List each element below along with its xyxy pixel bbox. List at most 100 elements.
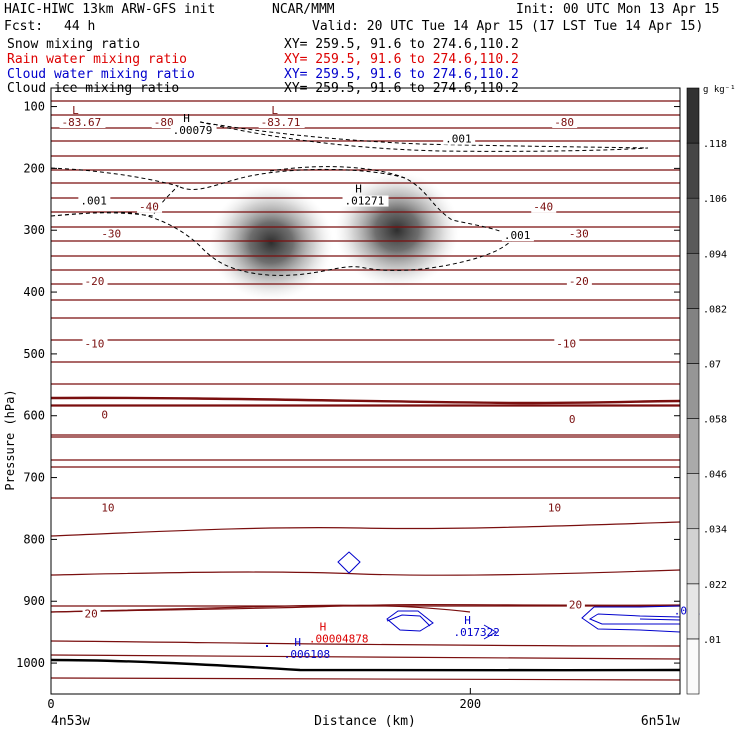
cloud-water-contour	[386, 610, 434, 632]
y-tick-label: 500	[23, 347, 45, 361]
label-mask	[566, 228, 592, 240]
plot-frame	[50, 87, 681, 695]
terrain-surface-line	[50, 658, 681, 672]
colorbar-label: .058	[703, 415, 727, 426]
colorbar-unit: g kg⁻¹	[703, 85, 736, 95]
label-mask	[501, 230, 534, 242]
contour-label: .00079	[173, 124, 213, 137]
cloud-water-contours	[386, 605, 680, 640]
contour-label: -80	[554, 116, 574, 129]
isotherm-line	[51, 640, 680, 647]
field-xy-snow: XY= 259.5, 91.6 to 274.6,110.2	[284, 37, 519, 52]
contour-label: .001	[80, 195, 107, 208]
isotherm-line	[51, 677, 680, 681]
y-tick-label: 400	[23, 285, 45, 299]
ice-contour	[199, 121, 649, 152]
label-mask	[59, 117, 106, 129]
x-tick-label: 200	[459, 697, 481, 711]
contour-label: -20	[85, 275, 105, 288]
contour-label: -83.71	[261, 116, 301, 129]
label-mask	[137, 201, 163, 213]
contour-label: -30	[569, 227, 589, 240]
contour-label: -20	[569, 275, 589, 288]
contour-label: .006108	[284, 648, 330, 661]
colorbar-label: .106	[703, 194, 727, 205]
contour-label: -40	[139, 201, 159, 214]
y-tick-label: 600	[23, 409, 45, 423]
y-tick-label: 800	[23, 532, 45, 546]
extremum-marker: H	[355, 183, 362, 196]
isotherm-line	[51, 521, 680, 537]
colorbar-label: .118	[703, 139, 727, 150]
contour-label: -40	[533, 201, 553, 214]
label-mask	[258, 117, 305, 129]
label-mask	[82, 608, 101, 620]
field-xy-rain: XY= 259.5, 91.6 to 274.6,110.2	[284, 52, 519, 67]
colorbar-label: .022	[703, 580, 727, 591]
org-label: NCAR/MMM	[272, 2, 335, 17]
contour-label: .00004878	[309, 632, 369, 645]
isotherm-line	[51, 604, 471, 613]
zero-isotherm	[50, 396, 681, 405]
y-tick-label: 900	[23, 594, 45, 608]
cloud-water-contour	[639, 618, 680, 621]
field-name-cloud-water: Cloud water mixing ratio	[7, 67, 195, 82]
colorbar-swatch	[686, 252, 700, 309]
contour-label: .001	[504, 229, 531, 242]
init-time: Init: 00 UTC Mon 13 Apr 15	[516, 2, 720, 17]
contour-label: 10	[548, 501, 561, 514]
endpoint-right: 6n51w	[641, 714, 680, 729]
label-mask	[170, 125, 217, 137]
x-tick-label: 0	[47, 697, 54, 711]
extremum-marker: L	[271, 104, 278, 117]
ice-contour	[269, 166, 406, 179]
forecast-label: Fcst:	[4, 19, 44, 34]
y-tick-label: 700	[23, 471, 45, 485]
extremum-marker: H	[183, 112, 190, 125]
y-tick-label: 100	[23, 100, 45, 114]
cloud-water-dot	[266, 645, 268, 647]
colorbar-label: .082	[703, 304, 727, 315]
label-mask	[82, 338, 108, 350]
label-mask	[566, 275, 592, 287]
label-mask	[554, 338, 580, 350]
contour-label: .017322	[454, 626, 500, 639]
contour-label: .001	[445, 133, 472, 146]
contour-label: 10	[101, 501, 114, 514]
colorbar-swatch	[686, 638, 700, 695]
label-mask	[99, 409, 111, 421]
ice-contour	[51, 167, 515, 276]
extremum-marker: H	[464, 614, 471, 627]
snow-mixing-shading	[209, 172, 459, 301]
extremum-marker: H	[294, 636, 301, 649]
forecast-hour: 44 h	[64, 19, 96, 34]
label-mask	[531, 201, 557, 213]
isotherm-line	[51, 654, 680, 660]
contour-label: -83.67	[61, 116, 101, 129]
colorbar-swatch	[686, 87, 700, 144]
label-mask	[99, 502, 118, 514]
label-mask	[552, 117, 578, 129]
snow-maximum	[334, 172, 459, 289]
label-mask	[78, 195, 111, 207]
colorbar-label: .046	[703, 470, 727, 481]
contour-label: 0	[569, 413, 576, 426]
label-mask	[151, 117, 177, 129]
y-tick-label: 1000	[16, 656, 45, 670]
label-mask	[545, 502, 564, 514]
extremum-marker: H	[320, 620, 327, 633]
y-axis-label: Pressure (hPa)	[3, 389, 17, 490]
label-mask	[566, 413, 578, 425]
colorbar-swatch	[686, 197, 700, 254]
contour-label: 0	[101, 408, 108, 421]
extremum-marker: L	[72, 104, 79, 117]
contour-label: -10	[556, 337, 576, 350]
isotherm-line	[51, 569, 680, 576]
colorbar-swatch	[686, 583, 700, 640]
label-mask	[342, 195, 389, 207]
label-mask	[99, 228, 125, 240]
x-axis-label: Distance (km)	[314, 714, 416, 729]
isotherm-line	[51, 604, 680, 613]
cross-section-midpoint-marker	[337, 551, 361, 574]
